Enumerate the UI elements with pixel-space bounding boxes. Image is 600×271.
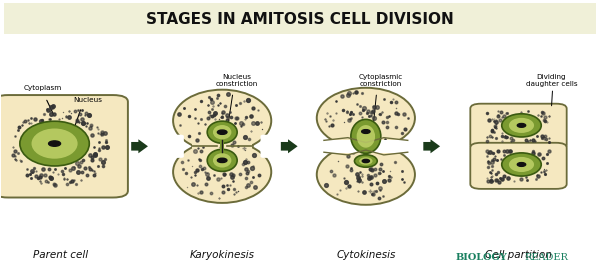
Circle shape <box>517 124 526 127</box>
Ellipse shape <box>502 153 541 176</box>
Circle shape <box>517 163 526 166</box>
Ellipse shape <box>351 120 381 153</box>
Text: Karyokinesis: Karyokinesis <box>190 250 254 260</box>
Text: Parent cell: Parent cell <box>33 250 88 260</box>
Ellipse shape <box>355 155 377 167</box>
Ellipse shape <box>502 114 541 137</box>
Text: Cytokinesis: Cytokinesis <box>336 250 395 260</box>
Text: READER: READER <box>524 253 568 262</box>
FancyBboxPatch shape <box>0 95 128 198</box>
Text: Dividing
daughter cells: Dividing daughter cells <box>526 74 577 87</box>
Polygon shape <box>131 139 148 153</box>
FancyBboxPatch shape <box>260 135 277 158</box>
Ellipse shape <box>356 125 375 148</box>
Ellipse shape <box>173 141 271 203</box>
Ellipse shape <box>509 157 534 172</box>
Ellipse shape <box>173 90 271 152</box>
Circle shape <box>217 158 227 163</box>
Ellipse shape <box>20 121 89 166</box>
FancyBboxPatch shape <box>470 143 566 189</box>
Polygon shape <box>424 139 440 153</box>
FancyBboxPatch shape <box>220 141 224 151</box>
Ellipse shape <box>317 144 415 205</box>
FancyBboxPatch shape <box>324 140 408 153</box>
Ellipse shape <box>207 121 237 143</box>
Circle shape <box>362 159 370 163</box>
Ellipse shape <box>32 128 77 159</box>
FancyBboxPatch shape <box>192 136 252 157</box>
Text: Cell partition: Cell partition <box>485 250 552 260</box>
Circle shape <box>217 130 227 134</box>
Ellipse shape <box>509 118 534 133</box>
Ellipse shape <box>207 149 237 172</box>
Text: Nucleus
constriction: Nucleus constriction <box>216 74 258 87</box>
FancyBboxPatch shape <box>470 104 566 150</box>
Ellipse shape <box>213 125 232 139</box>
Ellipse shape <box>359 157 373 165</box>
FancyBboxPatch shape <box>167 135 184 158</box>
Text: STAGES IN AMITOSIS CELL DIVISION: STAGES IN AMITOSIS CELL DIVISION <box>146 12 454 27</box>
Ellipse shape <box>317 88 415 148</box>
Text: Cytoplasm: Cytoplasm <box>23 85 62 91</box>
Text: Nucleus: Nucleus <box>73 97 102 103</box>
Text: Cytoplasmic
constriction: Cytoplasmic constriction <box>359 74 403 87</box>
FancyBboxPatch shape <box>4 4 596 34</box>
FancyBboxPatch shape <box>363 146 369 149</box>
Circle shape <box>49 141 61 146</box>
Polygon shape <box>281 139 298 153</box>
Ellipse shape <box>213 153 232 167</box>
Text: BIOLOGY: BIOLOGY <box>455 253 508 262</box>
Circle shape <box>362 130 370 133</box>
